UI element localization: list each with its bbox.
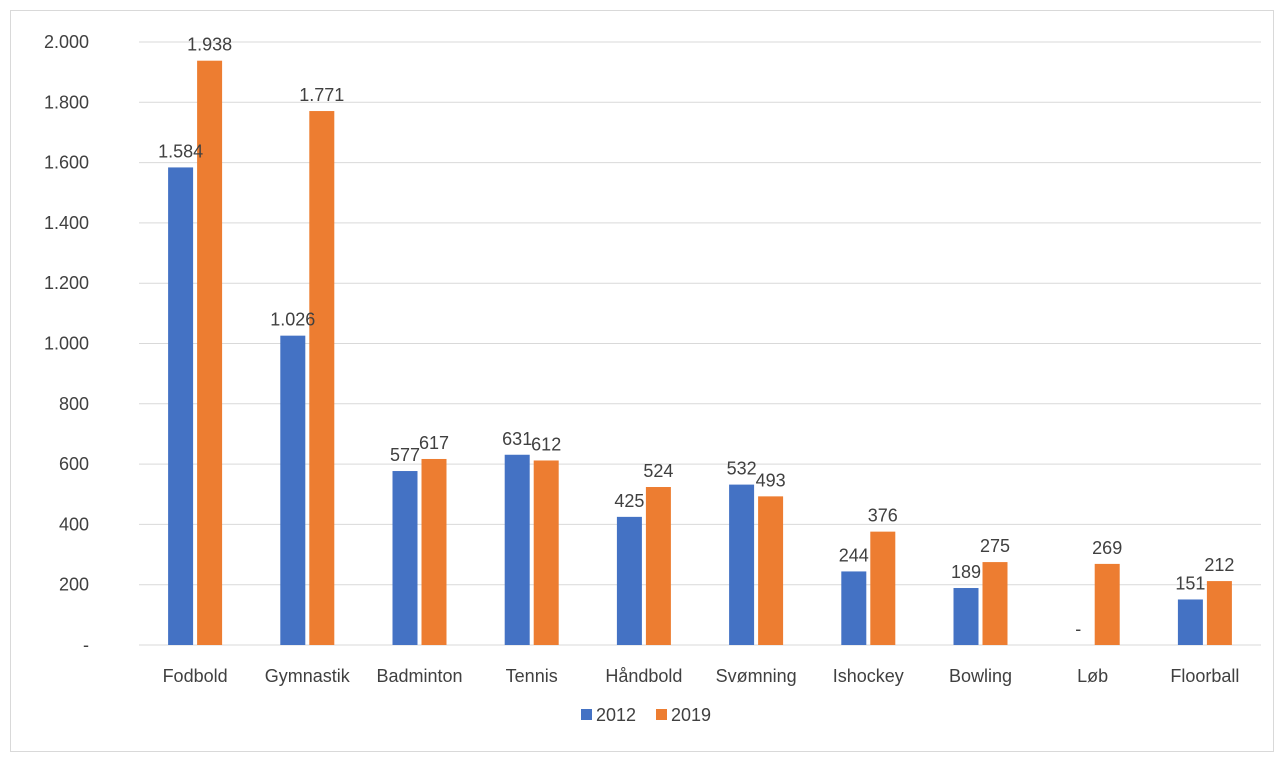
data-label: 1.584 bbox=[158, 141, 203, 161]
legend-swatch-2019 bbox=[656, 709, 667, 720]
x-tick-label: Fodbold bbox=[163, 666, 228, 686]
data-label: 617 bbox=[419, 433, 449, 453]
bar-2012-2 bbox=[392, 471, 418, 645]
x-axis-ticks: Fodbold Gymnastik Badminton Tennis Håndbold S… bbox=[163, 666, 1240, 686]
y-tick-label: 1.000 bbox=[44, 334, 89, 354]
legend-label: 2019 bbox=[671, 705, 711, 725]
bar-2012-4 bbox=[616, 516, 642, 645]
bar-2012-3 bbox=[504, 454, 530, 645]
y-axis-ticks: - 200 400 600 800 1.000 1.200 1.400 1.600 1.800 2.… bbox=[44, 32, 89, 655]
data-label: 244 bbox=[839, 545, 869, 565]
legend-swatch-2012 bbox=[581, 709, 592, 720]
data-label: 524 bbox=[643, 461, 673, 481]
x-tick-label: Gymnastik bbox=[265, 666, 351, 686]
data-label: 189 bbox=[951, 562, 981, 582]
data-label: 631 bbox=[502, 429, 532, 449]
bar-2019-4 bbox=[645, 487, 671, 645]
data-label: - bbox=[1075, 619, 1081, 639]
x-tick-label: Floorball bbox=[1170, 666, 1239, 686]
bars bbox=[168, 60, 1232, 646]
bar-2012-1 bbox=[280, 335, 306, 645]
y-tick-label: 1.600 bbox=[44, 153, 89, 173]
bar-2012-6 bbox=[841, 571, 867, 645]
data-label: 1.938 bbox=[187, 35, 232, 55]
data-label: 1.026 bbox=[270, 310, 315, 330]
data-label: 151 bbox=[1175, 573, 1205, 593]
x-tick-label: Bowling bbox=[949, 666, 1012, 686]
data-label: 376 bbox=[868, 506, 898, 526]
y-tick-label: 800 bbox=[59, 394, 89, 414]
bar-2019-2 bbox=[421, 458, 447, 645]
data-label: 269 bbox=[1092, 538, 1122, 558]
bar-2012-5 bbox=[729, 484, 755, 645]
bar-2019-3 bbox=[533, 460, 559, 645]
y-tick-label: - bbox=[83, 635, 89, 655]
legend-label: 2012 bbox=[596, 705, 636, 725]
bar-2012-0 bbox=[168, 167, 194, 645]
data-label: 275 bbox=[980, 536, 1010, 556]
x-tick-label: Løb bbox=[1077, 666, 1108, 686]
bar-chart: - 200 400 600 800 1.000 1.200 1.400 1.600 1.800 2.… bbox=[44, 32, 1261, 725]
bar-2019-8 bbox=[1094, 563, 1120, 645]
x-tick-label: Badminton bbox=[376, 666, 462, 686]
bar-2019-0 bbox=[197, 60, 223, 646]
bar-2019-1 bbox=[309, 111, 335, 645]
x-tick-label: Svømning bbox=[716, 666, 797, 686]
y-tick-label: 600 bbox=[59, 454, 89, 474]
data-label: 532 bbox=[727, 459, 757, 479]
data-label: 493 bbox=[756, 470, 786, 490]
y-tick-label: 400 bbox=[59, 514, 89, 534]
y-tick-label: 2.000 bbox=[44, 32, 89, 52]
bar-2019-6 bbox=[870, 531, 896, 645]
bar-2019-7 bbox=[982, 562, 1008, 645]
data-label: 425 bbox=[614, 491, 644, 511]
y-tick-label: 1.400 bbox=[44, 213, 89, 233]
y-tick-label: 1.800 bbox=[44, 92, 89, 112]
data-label: 577 bbox=[390, 445, 420, 465]
data-label: 612 bbox=[531, 434, 561, 454]
legend: 2012 2019 bbox=[581, 705, 711, 725]
data-label: 1.771 bbox=[299, 85, 344, 105]
bar-2019-5 bbox=[758, 496, 784, 645]
x-tick-label: Tennis bbox=[506, 666, 558, 686]
bar-2012-7 bbox=[953, 588, 979, 645]
y-tick-label: 200 bbox=[59, 575, 89, 595]
x-tick-label: Ishockey bbox=[833, 666, 904, 686]
x-tick-label: Håndbold bbox=[605, 666, 682, 686]
bar-2019-9 bbox=[1206, 581, 1232, 645]
bar-2012-9 bbox=[1177, 599, 1203, 645]
chart-area: - 200 400 600 800 1.000 1.200 1.400 1.600 1.800 2.… bbox=[10, 10, 1274, 752]
y-tick-label: 1.200 bbox=[44, 273, 89, 293]
data-label: 212 bbox=[1204, 555, 1234, 575]
